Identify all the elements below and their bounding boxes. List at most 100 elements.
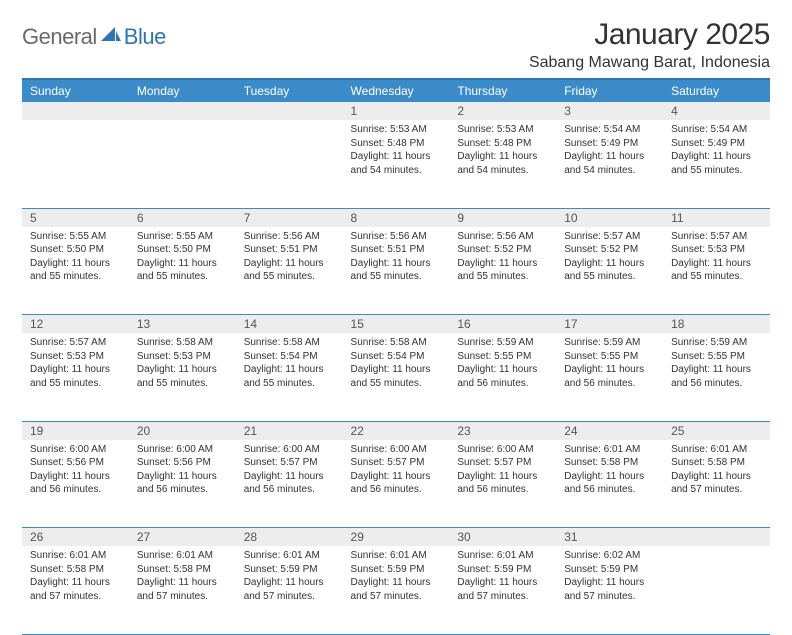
sunset-line: Sunset: 5:48 PM [457,137,550,151]
daylight-line: Daylight: 11 hours and 55 minutes. [137,363,230,390]
daylight-line: Daylight: 11 hours and 55 minutes. [30,363,123,390]
day-cell: Sunrise: 5:57 AMSunset: 5:53 PMDaylight:… [663,227,770,315]
day-cell: Sunrise: 5:57 AMSunset: 5:52 PMDaylight:… [556,227,663,315]
day-number: 28 [236,528,343,546]
sunrise-line: Sunrise: 5:54 AM [671,123,764,137]
day-number: 9 [449,209,556,227]
daylight-line: Daylight: 11 hours and 54 minutes. [351,150,444,177]
daynum-cell: 2 [449,102,556,120]
week-row: Sunrise: 5:57 AMSunset: 5:53 PMDaylight:… [22,333,770,421]
day-number [129,102,236,120]
day-number: 21 [236,422,343,440]
day-body: Sunrise: 6:01 AMSunset: 5:58 PMDaylight:… [663,440,770,501]
daynum-cell: 20 [129,421,236,440]
day-cell: Sunrise: 6:01 AMSunset: 5:58 PMDaylight:… [556,440,663,528]
week-row: Sunrise: 5:55 AMSunset: 5:50 PMDaylight:… [22,227,770,315]
sunrise-line: Sunrise: 5:57 AM [671,230,764,244]
day-number: 18 [663,315,770,333]
sunrise-line: Sunrise: 5:59 AM [564,336,657,350]
sunset-line: Sunset: 5:55 PM [671,350,764,364]
sunrise-line: Sunrise: 5:59 AM [671,336,764,350]
calendar-table: Sunday Monday Tuesday Wednesday Thursday… [22,78,770,635]
daylight-line: Daylight: 11 hours and 55 minutes. [244,363,337,390]
daynum-cell [22,102,129,120]
daynum-cell: 10 [556,208,663,227]
daynum-cell: 14 [236,315,343,334]
day-body: Sunrise: 6:01 AMSunset: 5:59 PMDaylight:… [236,546,343,607]
day-body: Sunrise: 6:00 AMSunset: 5:57 PMDaylight:… [343,440,450,501]
day-cell: Sunrise: 5:54 AMSunset: 5:49 PMDaylight:… [663,120,770,208]
daynum-cell: 1 [343,102,450,120]
daynum-cell [236,102,343,120]
daylight-line: Daylight: 11 hours and 55 minutes. [671,257,764,284]
day-header: Wednesday [343,79,450,102]
day-number [236,102,343,120]
day-number: 22 [343,422,450,440]
sunset-line: Sunset: 5:57 PM [457,456,550,470]
day-cell: Sunrise: 6:00 AMSunset: 5:57 PMDaylight:… [343,440,450,528]
sunrise-line: Sunrise: 6:00 AM [244,443,337,457]
sunrise-line: Sunrise: 6:01 AM [564,443,657,457]
daynum-cell: 27 [129,528,236,547]
day-header: Saturday [663,79,770,102]
day-header: Friday [556,79,663,102]
sunrise-line: Sunrise: 5:57 AM [564,230,657,244]
sunrise-line: Sunrise: 6:01 AM [244,549,337,563]
daynum-cell: 5 [22,208,129,227]
daylight-line: Daylight: 11 hours and 55 minutes. [137,257,230,284]
day-body: Sunrise: 6:01 AMSunset: 5:58 PMDaylight:… [129,546,236,607]
daynum-cell: 3 [556,102,663,120]
daynum-row: 1234 [22,102,770,120]
daynum-cell: 8 [343,208,450,227]
sunrise-line: Sunrise: 6:02 AM [564,549,657,563]
day-body: Sunrise: 5:59 AMSunset: 5:55 PMDaylight:… [449,333,556,394]
day-cell: Sunrise: 5:59 AMSunset: 5:55 PMDaylight:… [663,333,770,421]
sunrise-line: Sunrise: 6:00 AM [351,443,444,457]
sunset-line: Sunset: 5:58 PM [30,563,123,577]
sunrise-line: Sunrise: 5:56 AM [351,230,444,244]
sunrise-line: Sunrise: 5:53 AM [351,123,444,137]
daylight-line: Daylight: 11 hours and 56 minutes. [30,470,123,497]
day-number: 19 [22,422,129,440]
sunset-line: Sunset: 5:50 PM [30,243,123,257]
day-body: Sunrise: 6:01 AMSunset: 5:58 PMDaylight:… [22,546,129,607]
sunrise-line: Sunrise: 6:01 AM [671,443,764,457]
day-header: Thursday [449,79,556,102]
daylight-line: Daylight: 11 hours and 55 minutes. [351,257,444,284]
day-number: 30 [449,528,556,546]
daylight-line: Daylight: 11 hours and 56 minutes. [671,363,764,390]
daylight-line: Daylight: 11 hours and 57 minutes. [244,576,337,603]
day-cell: Sunrise: 5:55 AMSunset: 5:50 PMDaylight:… [22,227,129,315]
sunset-line: Sunset: 5:51 PM [244,243,337,257]
day-number: 13 [129,315,236,333]
sunset-line: Sunset: 5:54 PM [351,350,444,364]
logo-text-2: Blue [124,24,166,50]
day-body: Sunrise: 5:53 AMSunset: 5:48 PMDaylight:… [343,120,450,181]
daynum-cell: 18 [663,315,770,334]
daynum-cell: 19 [22,421,129,440]
day-number: 26 [22,528,129,546]
day-cell: Sunrise: 6:01 AMSunset: 5:59 PMDaylight:… [343,546,450,634]
day-number: 27 [129,528,236,546]
day-body: Sunrise: 5:57 AMSunset: 5:53 PMDaylight:… [22,333,129,394]
day-body: Sunrise: 5:56 AMSunset: 5:52 PMDaylight:… [449,227,556,288]
logo: General Blue [22,18,166,50]
daynum-cell: 11 [663,208,770,227]
daynum-cell: 6 [129,208,236,227]
day-cell: Sunrise: 5:58 AMSunset: 5:53 PMDaylight:… [129,333,236,421]
day-body: Sunrise: 5:55 AMSunset: 5:50 PMDaylight:… [22,227,129,288]
daylight-line: Daylight: 11 hours and 57 minutes. [137,576,230,603]
sunset-line: Sunset: 5:59 PM [351,563,444,577]
day-body: Sunrise: 6:00 AMSunset: 5:57 PMDaylight:… [236,440,343,501]
week-row: Sunrise: 6:00 AM Sunset: 5:56 PMDaylight:… [22,440,770,528]
day-number: 5 [22,209,129,227]
day-header: Tuesday [236,79,343,102]
day-header-row: Sunday Monday Tuesday Wednesday Thursday… [22,79,770,102]
day-cell [22,120,129,208]
sunset-line: Sunset: 5:56 PM [30,456,123,470]
day-cell: Sunrise: 5:53 AMSunset: 5:48 PMDaylight:… [449,120,556,208]
daynum-cell: 7 [236,208,343,227]
daynum-row: 12131415161718 [22,315,770,334]
sunrise-line: Sunrise: 6:01 AM [457,549,550,563]
daylight-line: Daylight: 11 hours and 55 minutes. [351,363,444,390]
